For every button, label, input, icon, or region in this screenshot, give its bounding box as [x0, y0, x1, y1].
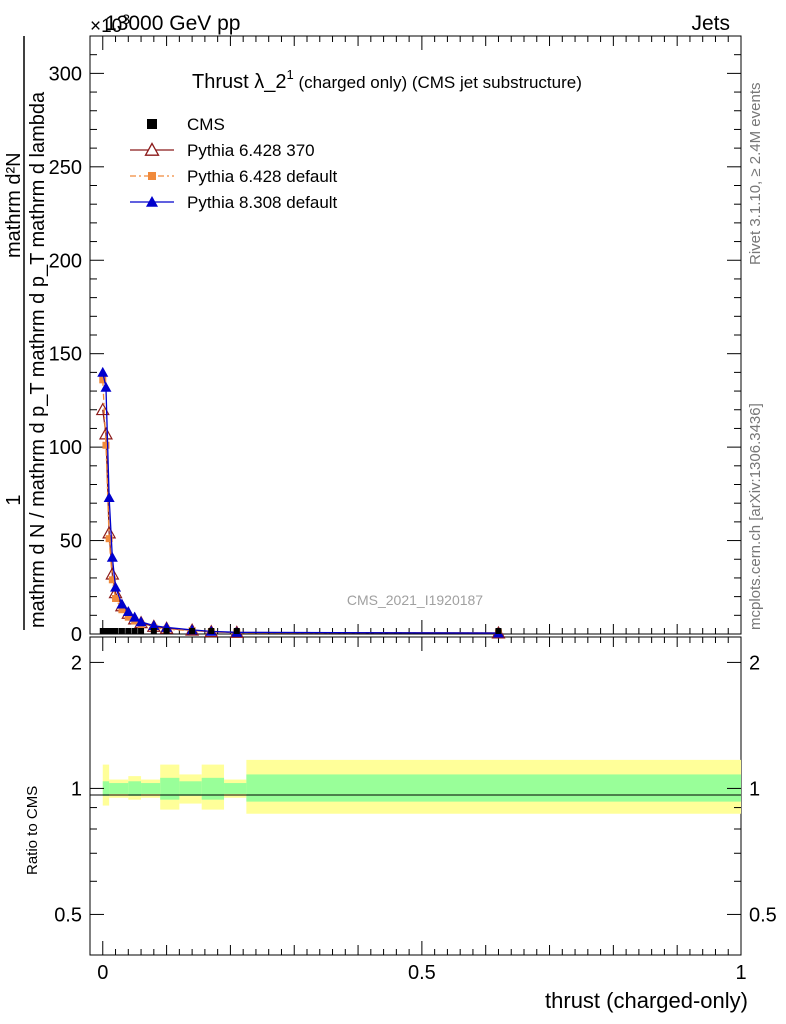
y-tick-label: 0	[71, 624, 82, 646]
series-point-pythia6-default	[112, 594, 120, 602]
series-point-pythia6-default	[108, 576, 116, 584]
cms-data-point	[208, 628, 215, 634]
axis-tick-labels: 0 50 100 150 200 250 300 0 0.5 1 0.5 0.5 1 1 2 2	[49, 63, 777, 984]
series-point-pythia8-default	[110, 581, 122, 592]
series-point-pythia6-default	[105, 535, 113, 543]
watermark-label: CMS_2021_I1920187	[347, 592, 483, 608]
chart-title-main: Thrust λ_2	[192, 71, 286, 93]
series-point-pythia6-default	[124, 613, 132, 621]
y-tick-label: 250	[49, 157, 82, 179]
cms-data-point	[131, 628, 138, 634]
ratio-tick-label-left: 0.5	[54, 904, 82, 926]
y-axis-label-numerator: 1	[3, 494, 25, 505]
legend-marker-pythia6-370	[144, 142, 160, 156]
data-series	[95, 366, 506, 639]
ratio-band-inner-8	[246, 774, 741, 802]
series-point-pythia6-default	[102, 441, 110, 449]
exponent-power: 3	[122, 11, 130, 27]
cms-data-point	[99, 628, 106, 634]
cms-data-point	[106, 628, 113, 634]
x-tick-label: 0.5	[408, 962, 436, 984]
x-axis-label: thrust (charged-only)	[545, 988, 748, 1013]
series-point-pythia8-default	[116, 598, 128, 609]
x-tick-label: 1	[735, 962, 746, 984]
cms-data-point	[109, 628, 116, 634]
cms-data-point	[163, 628, 170, 634]
legend-marker-pythia6-default	[148, 172, 156, 180]
series-point-pythia8-default	[103, 492, 115, 502]
series-point-pythia6-370	[95, 402, 110, 416]
series-point-pythia8-default	[100, 381, 112, 392]
ratio-band-inner-5	[179, 781, 202, 796]
cms-data-point	[150, 628, 157, 634]
ratio-tick-label-right: 1	[749, 778, 760, 800]
cms-data-point	[138, 628, 145, 634]
ratio-tick-label-right: 2	[749, 652, 760, 674]
cms-data-point	[233, 628, 240, 634]
ratio-band-inner-1	[109, 783, 129, 794]
chart-title-rest: (charged only) (CMS jet substructure)	[294, 73, 582, 92]
legend-label: CMS	[187, 115, 225, 134]
series-point-pythia8-default	[148, 620, 160, 630]
ratio-tick-label-left: 2	[71, 652, 82, 674]
y-axis-label-top: mathrm d²N	[3, 152, 25, 258]
x-tick-label: 0	[97, 962, 108, 984]
ratio-band-inner-7	[224, 783, 247, 794]
y-tick-label: 50	[60, 531, 82, 553]
chart-title-sup: 1	[286, 67, 293, 82]
y-tick-label: 300	[49, 63, 82, 85]
legend: CMS Pythia 6.428 370 Pythia 6.428 default P…	[130, 115, 338, 212]
ratio-band-inner-0	[102, 781, 110, 796]
ratio-band-inner-2	[128, 781, 142, 796]
header-left-label: 13000 GeV pp	[105, 12, 240, 35]
side-text-mcplots: mcplots.cern.ch [arXiv:1306.3436]	[747, 403, 764, 630]
y-axis-label: 1 mathrm d²N mathrm d N / mathrm d p_T m…	[3, 36, 49, 630]
legend-marker-cms	[147, 119, 157, 129]
cms-data-point	[189, 628, 196, 634]
legend-label: Pythia 6.428 default	[187, 167, 338, 186]
ratio-tick-label-right: 0.5	[749, 904, 777, 926]
cms-data-point	[495, 628, 502, 634]
series-point-pythia8-default	[129, 611, 141, 622]
series-point-pythia6-default	[118, 606, 126, 614]
legend-label: Pythia 6.428 370	[187, 141, 315, 160]
ratio-band-inner-4	[160, 777, 180, 800]
series-point-pythia8-default	[122, 606, 134, 616]
y-tick-label: 200	[49, 250, 82, 272]
ratio-band-inner-3	[141, 783, 161, 794]
legend-marker-pythia8-default	[146, 196, 158, 207]
ratio-bands	[102, 759, 741, 814]
y-tick-label: 150	[49, 344, 82, 366]
series-point-pythia8-default	[135, 616, 147, 627]
exponent-label: ×103	[90, 11, 130, 37]
header-right-label: Jets	[691, 12, 730, 35]
legend-label: Pythia 8.308 default	[187, 193, 338, 212]
side-text-rivet: Rivet 3.1.10, ≥ 2.4M events	[747, 83, 764, 266]
cms-data-point	[125, 628, 132, 634]
series-point-pythia8-default	[106, 551, 118, 562]
cms-data-point	[112, 628, 119, 634]
exponent-base: ×10	[90, 16, 122, 37]
ratio-band-inner-6	[201, 777, 225, 800]
chart-title: Thrust λ_21 (charged only) (CMS jet subs…	[192, 67, 582, 93]
y-tick-label: 100	[49, 437, 82, 459]
series-point-pythia8-default	[97, 366, 109, 377]
cms-data-point	[118, 628, 125, 634]
y-axis-label-denominator: mathrm d N / mathrm d p_T mathrm d p_T m…	[27, 91, 49, 628]
ratio-tick-label-left: 1	[71, 778, 82, 800]
ratio-y-axis-label: Ratio to CMS	[24, 786, 41, 875]
series-point-pythia6-default	[99, 376, 107, 384]
cms-data-point	[102, 628, 109, 634]
series-line-1	[102, 379, 499, 634]
